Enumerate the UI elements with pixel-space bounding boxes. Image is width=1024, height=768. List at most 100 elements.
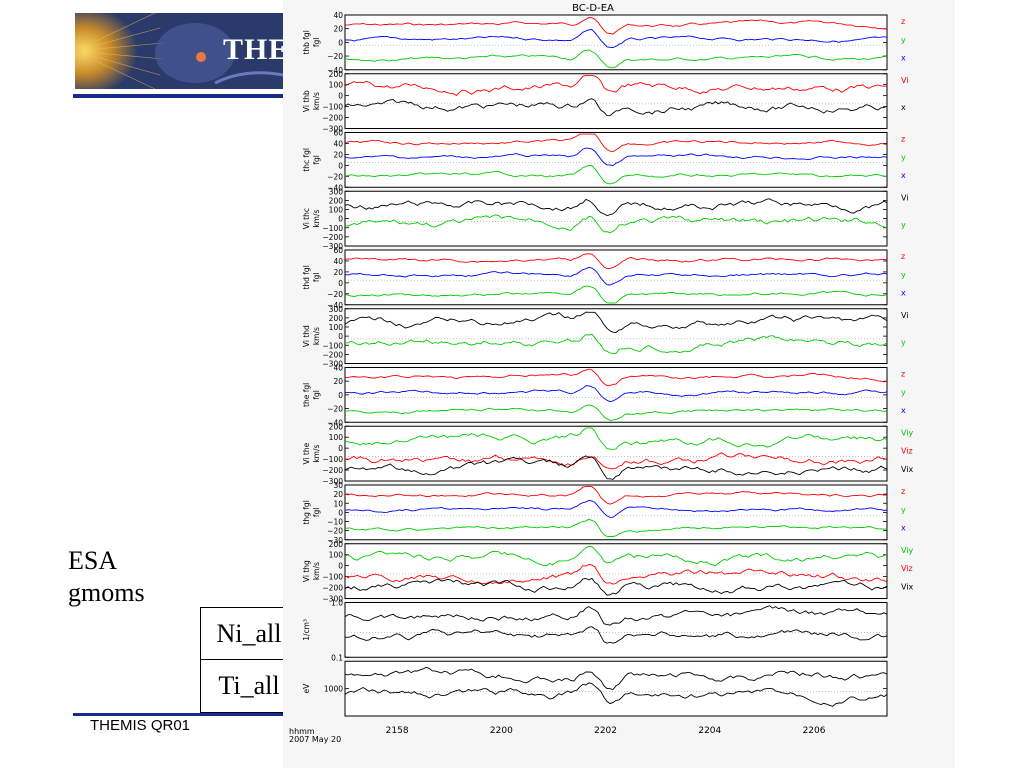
legend-label: y — [901, 338, 906, 347]
series-line — [344, 666, 888, 691]
y-axis-label: thb fgl — [302, 30, 311, 54]
y-tick-label: −30 — [327, 536, 343, 545]
y-tick-label: 20 — [333, 268, 343, 277]
logo-graphic — [75, 13, 283, 89]
y-tick-label: −20 — [327, 405, 343, 414]
y-axis-unit: fgl — [312, 390, 321, 400]
y-tick-label: −200 — [322, 233, 343, 242]
panel-8: 200 100 0 −100 −200 −300 Vi the km/s Viy Viz Vix — [302, 422, 914, 486]
series-line — [344, 147, 888, 166]
series-line — [344, 518, 888, 537]
series-line — [344, 500, 888, 518]
logo-text: THE — [223, 33, 283, 66]
y-tick-label: −100 — [322, 573, 343, 582]
y-axis-unit: km/s — [312, 444, 321, 462]
y-tick-label: 40 — [333, 11, 343, 20]
y-tick-label: 100 — [329, 81, 344, 90]
panel-frame — [344, 190, 888, 247]
panel-1: 40 20 0 −20 −40 thb fgl fgl zy x — [302, 11, 906, 75]
panel-frame — [344, 132, 888, 188]
series-line — [344, 214, 888, 234]
y-tick-label: 300 — [329, 187, 344, 196]
series-line — [344, 545, 888, 567]
y-tick-label: 100 — [329, 323, 344, 332]
y-tick-label: 1.0 — [331, 599, 343, 608]
series-line — [344, 198, 888, 216]
y-tick-label: −40 — [327, 418, 343, 427]
y-axis-unit: fgl — [312, 508, 321, 518]
series-line — [344, 486, 888, 505]
y-tick-label: −20 — [327, 527, 343, 536]
series-line — [344, 74, 888, 96]
y-tick-label: −40 — [327, 66, 343, 75]
ni-all-label: Ni_all — [200, 607, 298, 661]
y-tick-label: 0 — [338, 161, 343, 170]
y-tick-label: −300 — [322, 360, 343, 369]
side-label: ESA gmoms — [68, 545, 145, 609]
y-tick-label: 0 — [338, 92, 343, 101]
panel-2: 200 100 0 −100 −200 −300 Vi thb km/s Vi x — [302, 70, 909, 134]
legend-label: Viy — [901, 428, 914, 437]
y-tick-label: 20 — [333, 377, 343, 386]
x-tick-label: 2202 — [594, 726, 617, 736]
y-axis-label: thc fgl — [302, 148, 311, 172]
series-line — [344, 404, 888, 421]
ti-all-label: Ti_all — [200, 659, 298, 713]
y-tick-label: 40 — [333, 139, 343, 148]
y-tick-label: −300 — [322, 125, 343, 134]
series-line — [344, 133, 888, 153]
y-tick-label: −10 — [327, 518, 343, 527]
legend-label: x — [901, 171, 906, 180]
legend-label: Vix — [901, 465, 914, 474]
y-tick-label: −100 — [322, 224, 343, 233]
series-line — [344, 311, 888, 333]
y-tick-label: −40 — [327, 183, 343, 192]
panel-11: 1.0 0.1 1/cm³ — [302, 599, 888, 662]
series-line — [344, 98, 888, 117]
y-tick-label: 0 — [338, 215, 343, 224]
series-line — [344, 563, 888, 585]
y-tick-label: −20 — [327, 290, 343, 299]
y-tick-label: 0 — [338, 279, 343, 288]
y-tick-label: 300 — [329, 305, 344, 314]
series-line — [344, 29, 888, 48]
y-tick-label: 0 — [338, 38, 343, 47]
panel-frame — [344, 14, 888, 71]
series-line — [344, 577, 888, 596]
y-tick-label: 100 — [329, 551, 344, 560]
y-axis-unit: fgl — [312, 38, 321, 48]
themis-logo: THE — [75, 13, 283, 89]
x-tick-label: 2200 — [490, 726, 513, 736]
header-rule — [73, 94, 283, 98]
y-axis-unit: fgl — [312, 273, 321, 283]
y-axis-label: Vi thb — [302, 90, 311, 112]
y-tick-label: −300 — [322, 242, 343, 251]
legend-label: z — [901, 17, 905, 26]
y-tick-label: 20 — [333, 150, 343, 159]
y-tick-label: −300 — [322, 595, 343, 604]
y-tick-label: 200 — [329, 70, 344, 79]
legend-label: z — [901, 370, 905, 379]
y-axis-label: eV — [302, 683, 311, 694]
y-axis-label: 1/cm³ — [302, 619, 311, 641]
legend-label: z — [901, 135, 905, 144]
series-line — [344, 385, 888, 403]
side-label-line2: gmoms — [68, 578, 145, 607]
y-axis-unit: fgl — [312, 155, 321, 165]
legend-label: Viy — [901, 546, 914, 555]
y-tick-label: 0 — [338, 391, 343, 400]
panel-12: 1000 eV — [302, 660, 888, 717]
y-tick-label: −20 — [327, 172, 343, 181]
y-tick-label: 0 — [338, 332, 343, 341]
y-tick-label: −200 — [322, 584, 343, 593]
legend-label: y — [901, 35, 906, 44]
y-tick-label: −100 — [322, 103, 343, 112]
y-tick-label: 100 — [329, 433, 344, 442]
y-tick-label: −200 — [322, 466, 343, 475]
y-tick-label: −40 — [327, 301, 343, 310]
footer-rule — [73, 713, 283, 716]
y-tick-label: −100 — [322, 455, 343, 464]
y-axis-label: Vi thg — [302, 560, 311, 582]
y-tick-label: −200 — [322, 350, 343, 359]
